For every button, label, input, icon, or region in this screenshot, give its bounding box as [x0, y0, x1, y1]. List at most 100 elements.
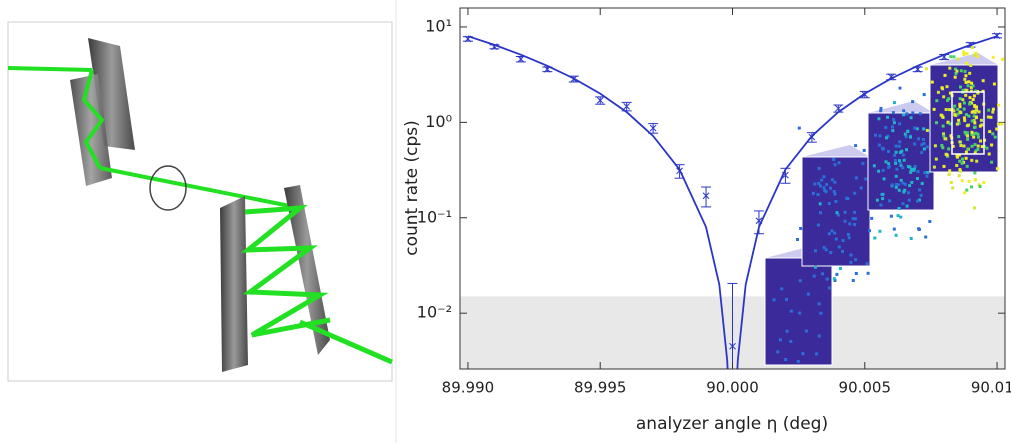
inset-pixel: [892, 227, 896, 231]
inset-pixel: [837, 161, 841, 165]
y-axis-label: count rate (cps): [402, 120, 422, 256]
inset-pixel: [991, 107, 995, 111]
inset-pixel: [963, 130, 967, 134]
inset-pixel: [962, 101, 966, 105]
inset-pixel: [843, 210, 847, 214]
inset-pixel: [990, 143, 994, 147]
inset-pixel: [947, 147, 951, 151]
inset-pixel: [825, 182, 829, 186]
inset-pixel: [861, 161, 865, 165]
inset-pixel: [796, 360, 800, 363]
inset-pixel: [988, 130, 992, 134]
inset-pixel: [925, 128, 929, 132]
inset-pixel: [878, 134, 882, 138]
inset-pixel: [965, 89, 969, 93]
inset-pixel: [833, 180, 837, 184]
inset-pixel: [990, 160, 994, 164]
inset-pixel: [854, 272, 858, 275]
inset-pixel: [925, 145, 929, 149]
inset-pixel: [948, 66, 952, 70]
inset-pixel: [923, 171, 927, 174]
marker: [623, 103, 631, 110]
inset-pixel: [908, 184, 912, 188]
inset-pixel: [978, 185, 982, 188]
inset-pixel: [904, 135, 908, 139]
inset-pixel: [814, 249, 817, 253]
inset-pixel: [784, 358, 788, 361]
inset-pixel: [814, 265, 817, 269]
inset-pixel: [940, 144, 944, 147]
inset-pixel: [816, 193, 820, 196]
inset-pixel: [958, 97, 962, 101]
inset-pixel: [848, 222, 852, 226]
inset-pixel: [878, 229, 882, 233]
inset-pixel: [837, 245, 841, 249]
y-tick-label: 10⁰: [425, 112, 452, 131]
inset-pixel: [899, 178, 903, 182]
inset-pixel: [991, 132, 995, 136]
inset-pixel: [894, 233, 898, 237]
inset-pixel: [907, 198, 911, 202]
inset-pixel: [976, 91, 980, 95]
inset-pixel: [887, 162, 891, 166]
inset-pixel: [911, 111, 915, 115]
inset-pixel: [997, 103, 1001, 107]
inset-pixel: [959, 111, 963, 115]
inset-pixel: [973, 125, 977, 129]
inset-pixel: [970, 158, 974, 162]
inset-pixel: [954, 72, 958, 75]
inset-pixel: [995, 167, 999, 171]
inset-image: [764, 257, 833, 366]
inset-pixel: [946, 120, 950, 124]
inset-pixel: [980, 145, 984, 149]
inset-pixel: [964, 156, 968, 160]
inset-pixel: [973, 121, 977, 125]
x-tick-label: 89.995: [574, 379, 627, 397]
inset-pixel: [898, 86, 902, 90]
inset-pixel: [962, 53, 966, 56]
inset-pixel: [972, 132, 976, 136]
inset-pixel: [956, 57, 960, 61]
inset-pixel: [913, 142, 917, 146]
inset-pixel: [892, 121, 896, 125]
error-point: [489, 43, 500, 51]
x-tick-label: 90.000: [706, 379, 759, 397]
inset-pixel: [925, 174, 929, 178]
plot-area: [460, 32, 1005, 369]
inset-pixel: [959, 85, 962, 89]
inset-pixel: [875, 198, 879, 202]
inset-pixel: [847, 233, 850, 236]
inset-pixel: [915, 127, 919, 131]
inset-pixel: [945, 153, 949, 157]
y-tick-label: 10⁻²: [417, 303, 452, 322]
inset-pixel: [817, 334, 821, 338]
inset-pixel: [932, 107, 936, 111]
inset-pixel: [968, 102, 972, 106]
inset-pixel: [884, 136, 888, 140]
inset-pixel: [896, 214, 900, 218]
inset-pixel: [901, 153, 905, 157]
inset-pixel: [833, 163, 837, 167]
inset-pixel: [960, 161, 964, 165]
inset-pixel: [978, 124, 982, 128]
beam: [81, 69, 105, 169]
inset-pixel: [966, 137, 970, 141]
inset-pixel: [817, 166, 821, 170]
inset-pixel: [932, 165, 936, 169]
inset-pixel: [785, 329, 789, 333]
inset-pixel: [890, 183, 894, 187]
inset-pixel: [817, 181, 821, 185]
inset-pixel: [975, 116, 978, 120]
inset-pixel: [948, 122, 952, 126]
inset-pixel: [961, 98, 965, 102]
inset-pixel: [949, 55, 953, 59]
inset-pixel: [953, 75, 957, 79]
inset-pixel: [924, 67, 928, 71]
inset-pixel: [943, 73, 947, 77]
inset-pixel: [829, 251, 833, 254]
inset-pixel: [942, 95, 946, 99]
inset-pixel: [825, 277, 829, 281]
inset-pixel: [882, 177, 886, 181]
inset-pixel: [975, 159, 979, 163]
